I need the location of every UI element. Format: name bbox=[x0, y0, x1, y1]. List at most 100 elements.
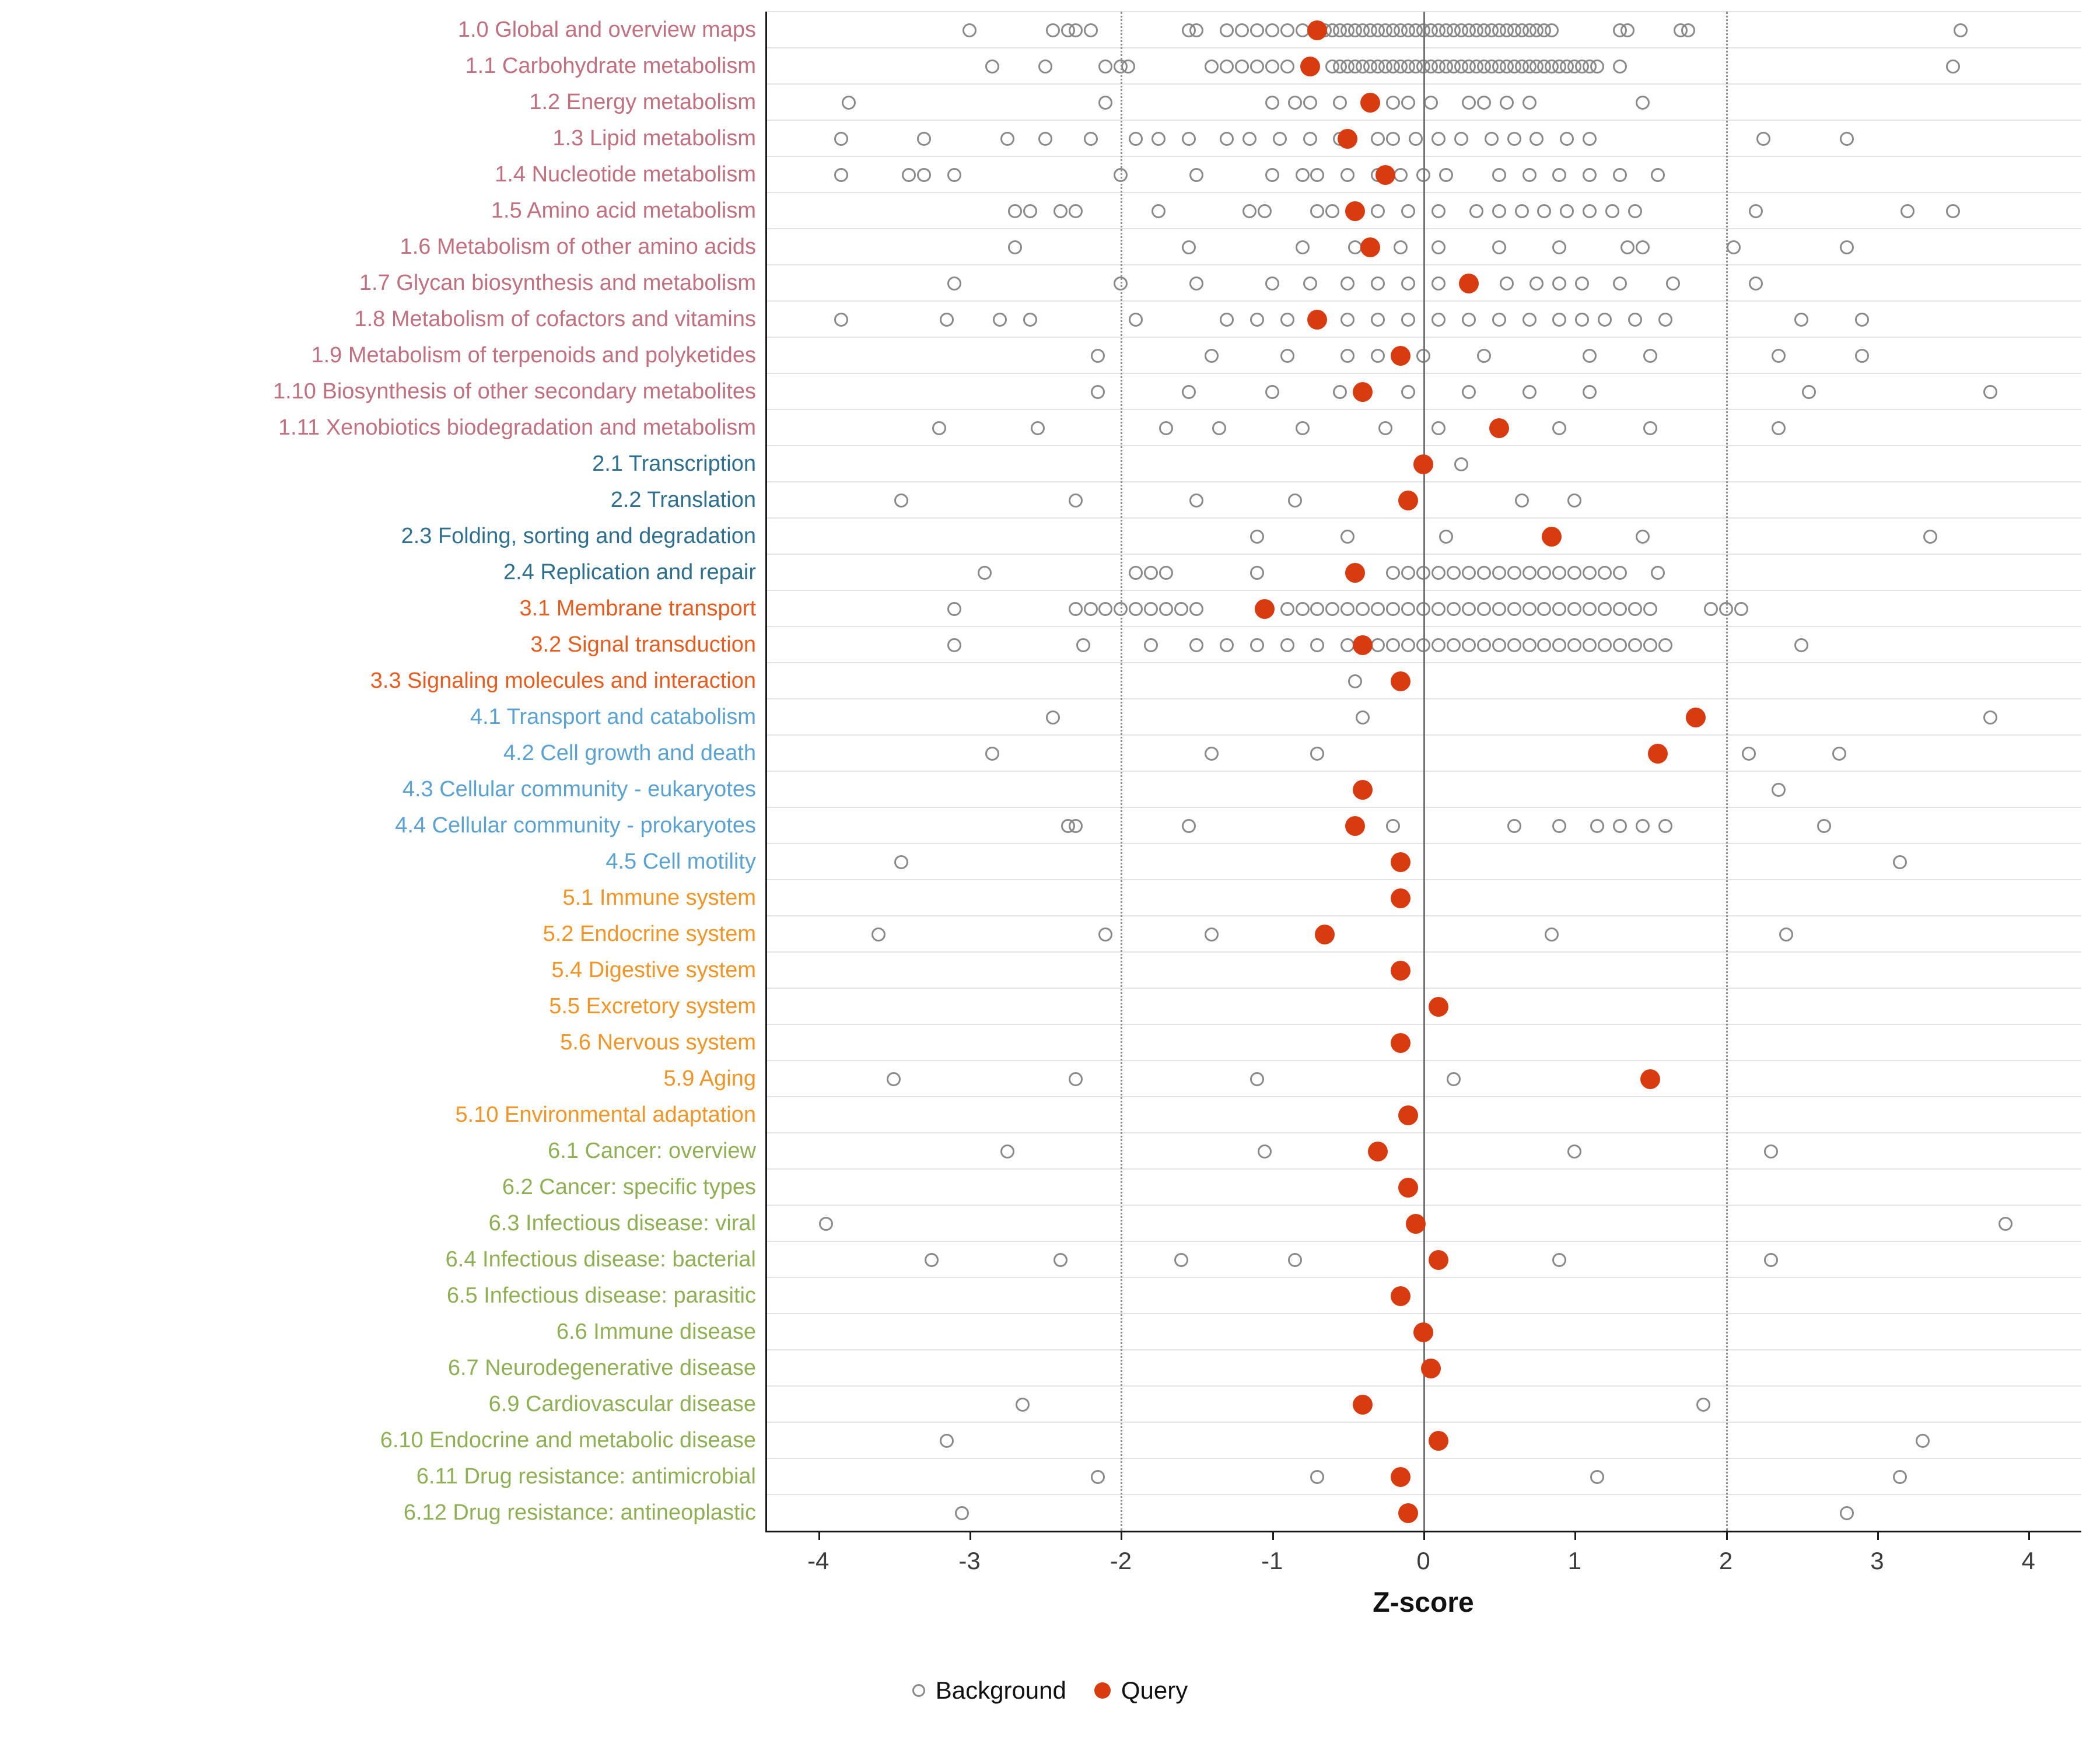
background-dot bbox=[1083, 132, 1098, 146]
row-label: 1.0 Global and overview maps bbox=[457, 18, 756, 42]
background-dot bbox=[1174, 1253, 1189, 1267]
query-filled-circle-icon bbox=[1094, 1682, 1111, 1699]
background-dot bbox=[1280, 602, 1294, 616]
query-dot bbox=[1398, 1105, 1419, 1125]
background-dot bbox=[1409, 132, 1423, 146]
row-label: 4.3 Cellular community - eukaryotes bbox=[402, 777, 756, 802]
row-label: 6.5 Infectious disease: parasitic bbox=[446, 1283, 756, 1308]
background-dot bbox=[1636, 819, 1650, 833]
query-dot bbox=[1398, 1178, 1419, 1198]
background-dot bbox=[1514, 204, 1529, 218]
background-dot bbox=[1394, 168, 1408, 182]
background-dot bbox=[1476, 96, 1491, 110]
x-axis-tick-label: -3 bbox=[958, 1547, 981, 1574]
query-dot bbox=[1391, 1033, 1411, 1053]
background-dot bbox=[1537, 204, 1552, 218]
x-axis-tick-label: -4 bbox=[807, 1547, 830, 1574]
chart-row: 5.1 Immune system bbox=[0, 879, 2100, 916]
background-dot bbox=[1401, 385, 1416, 399]
background-dot bbox=[1356, 602, 1370, 616]
query-dot bbox=[1300, 57, 1320, 76]
chart-row: 2.1 Transcription bbox=[0, 445, 2100, 482]
chart-row: 6.9 Cardiovascular disease bbox=[0, 1385, 2100, 1422]
background-dot bbox=[1507, 602, 1521, 616]
background-dot bbox=[1552, 421, 1567, 435]
background-dot bbox=[1371, 602, 1385, 616]
background-dot bbox=[1552, 638, 1567, 652]
background-dot bbox=[1522, 566, 1536, 580]
row-plot-cell bbox=[765, 409, 2081, 446]
background-dot bbox=[1605, 204, 1620, 218]
row-plot-cell bbox=[765, 192, 2081, 229]
background-dot bbox=[1567, 1144, 1582, 1158]
background-dot bbox=[1734, 602, 1748, 616]
background-dot bbox=[917, 168, 932, 182]
background-dot bbox=[1764, 1253, 1779, 1267]
background-dot bbox=[1083, 23, 1098, 37]
background-dot bbox=[1703, 602, 1718, 616]
background-dot bbox=[1310, 204, 1325, 218]
background-dot bbox=[1613, 819, 1628, 833]
background-dot bbox=[1053, 1253, 1068, 1267]
background-dot bbox=[1371, 204, 1385, 218]
background-dot bbox=[1431, 313, 1446, 327]
chart-rows: 1.0 Global and overview maps 1.1 Carbohyd… bbox=[0, 11, 2100, 1531]
row-plot-cell bbox=[765, 1024, 2081, 1061]
background-dot bbox=[1590, 819, 1605, 833]
query-dot bbox=[1368, 1142, 1388, 1161]
row-plot-cell bbox=[765, 156, 2081, 193]
background-dot bbox=[1371, 313, 1385, 327]
background-dot bbox=[1219, 23, 1234, 37]
row-label: 6.10 Endocrine and metabolic disease bbox=[380, 1428, 756, 1452]
background-dot bbox=[1416, 349, 1430, 363]
background-dot bbox=[1295, 168, 1310, 182]
row-plot-cell bbox=[765, 843, 2081, 880]
row-plot-cell bbox=[765, 1494, 2081, 1531]
background-dot bbox=[1552, 602, 1567, 616]
row-label: 5.4 Digestive system bbox=[551, 958, 756, 982]
row-plot-cell bbox=[765, 1313, 2081, 1350]
background-dot bbox=[834, 132, 848, 146]
background-dot bbox=[1189, 276, 1204, 290]
background-dot bbox=[1499, 276, 1514, 290]
background-dot bbox=[1023, 204, 1037, 218]
background-dot bbox=[1371, 132, 1385, 146]
background-dot bbox=[1250, 60, 1264, 74]
background-dot bbox=[1552, 276, 1567, 290]
query-dot bbox=[1353, 1395, 1373, 1415]
row-plot-cell bbox=[765, 481, 2081, 519]
chart-row: 5.4 Digestive system bbox=[0, 951, 2100, 988]
background-dot bbox=[1446, 566, 1461, 580]
background-dot bbox=[1726, 240, 1741, 254]
background-dot bbox=[1613, 602, 1628, 616]
legend-label-query: Query bbox=[1121, 1676, 1188, 1704]
background-dot bbox=[1756, 132, 1771, 146]
chart-row: 2.2 Translation bbox=[0, 481, 2100, 519]
query-dot bbox=[1428, 1431, 1448, 1451]
legend: Background Query bbox=[0, 1676, 2100, 1704]
query-dot bbox=[1647, 744, 1668, 764]
query-dot bbox=[1391, 961, 1411, 981]
background-dot bbox=[1492, 240, 1506, 254]
chart-row: 6.11 Drug resistance: antimicrobial bbox=[0, 1458, 2100, 1494]
x-axis-tick-mark bbox=[1121, 1531, 1123, 1540]
chart-row: 6.10 Endocrine and metabolic disease bbox=[0, 1422, 2100, 1458]
background-dot bbox=[1076, 638, 1090, 652]
background-dot bbox=[1159, 421, 1174, 435]
background-dot bbox=[1189, 168, 1204, 182]
background-dot bbox=[1552, 819, 1567, 833]
row-plot-cell bbox=[765, 264, 2081, 302]
background-dot bbox=[1492, 602, 1506, 616]
row-plot-cell bbox=[765, 11, 2081, 48]
background-dot bbox=[1492, 204, 1506, 218]
background-dot bbox=[1189, 494, 1204, 508]
background-dot bbox=[818, 1217, 833, 1231]
background-dot bbox=[1552, 240, 1567, 254]
background-dot bbox=[1476, 566, 1491, 580]
row-label: 2.2 Translation bbox=[610, 488, 756, 512]
background-dot bbox=[1583, 602, 1597, 616]
background-dot bbox=[932, 421, 947, 435]
background-dot bbox=[1356, 710, 1370, 724]
background-dot bbox=[978, 566, 992, 580]
background-dot bbox=[1401, 602, 1416, 616]
